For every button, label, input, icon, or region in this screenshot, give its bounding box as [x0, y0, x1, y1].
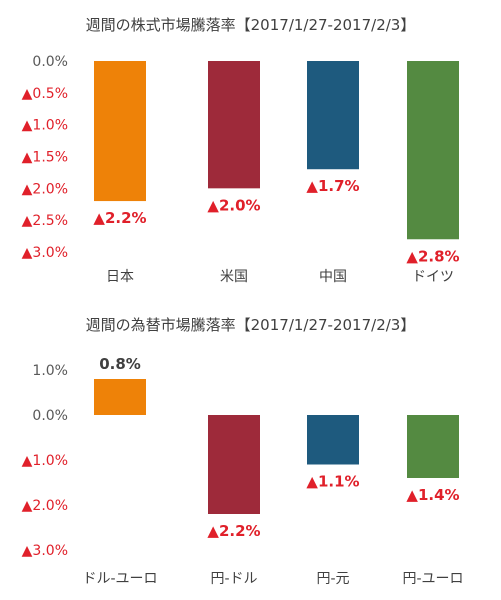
x-tick-label: ドル-ユーロ — [82, 571, 157, 587]
x-tick-label: 円-元 — [316, 571, 349, 587]
x-tick-label: 円-ユーロ — [402, 571, 463, 587]
data-label: ▲2.0% — [207, 196, 260, 214]
stock-chart-svg: 0.0% ▲0.5% ▲1.0% ▲1.5% ▲2.0% ▲2.5% ▲3.0% 日本 ▲2.2… — [22, 54, 460, 285]
y-tick-label: ▲2.0% — [22, 181, 68, 197]
bar — [208, 415, 260, 514]
y-tick-label: ▲3.0% — [22, 543, 68, 559]
data-label: ▲1.1% — [306, 473, 359, 491]
x-tick-label: 日本 — [106, 269, 134, 285]
data-label: ▲1.4% — [406, 486, 459, 504]
y-tick-label: ▲0.5% — [22, 86, 68, 102]
bar — [407, 415, 459, 478]
bar — [307, 415, 359, 465]
y-tick-label: ▲1.0% — [22, 453, 68, 469]
y-tick-label: 0.0% — [32, 408, 68, 424]
x-tick-label: ドイツ — [412, 269, 454, 285]
bar — [208, 61, 260, 189]
data-label: ▲1.7% — [306, 177, 359, 195]
bar — [94, 61, 146, 202]
data-label: ▲2.2% — [207, 522, 260, 540]
x-tick-label: 米国 — [220, 269, 248, 285]
y-tick-label: ▲3.0% — [22, 245, 68, 261]
y-tick-label: ▲1.5% — [22, 150, 68, 166]
fx-market-chart: 週間の為替市場騰落率【2017/1/27-2017/2/3】 1.0% 0.0% ▲… — [0, 300, 501, 600]
chart-title: 週間の為替市場騰落率【2017/1/27-2017/2/3】 — [85, 316, 416, 334]
x-tick-label: 円-ドル — [210, 571, 257, 587]
chart-title: 週間の株式市場騰落率【2017/1/27-2017/2/3】 — [85, 16, 416, 34]
y-tick-label: ▲2.0% — [22, 498, 68, 514]
y-tick-label: ▲1.0% — [22, 118, 68, 134]
fx-chart-svg: 1.0% 0.0% ▲1.0% ▲2.0% ▲3.0% ドル-ユーロ 0.8% 円-ドル ▲2.… — [22, 355, 464, 587]
bar — [94, 379, 146, 415]
data-label: ▲2.2% — [93, 209, 146, 227]
data-label: ▲2.8% — [406, 247, 459, 265]
y-tick-label: 1.0% — [32, 363, 68, 379]
x-tick-label: 中国 — [319, 269, 347, 285]
y-tick-label: ▲2.5% — [22, 213, 68, 229]
bar — [407, 61, 459, 240]
data-label: 0.8% — [99, 355, 141, 373]
y-tick-label: 0.0% — [32, 54, 68, 70]
stock-market-chart: 週間の株式市場騰落率【2017/1/27-2017/2/3】 0.0% ▲0.5%… — [22, 16, 460, 285]
bar — [307, 61, 359, 170]
